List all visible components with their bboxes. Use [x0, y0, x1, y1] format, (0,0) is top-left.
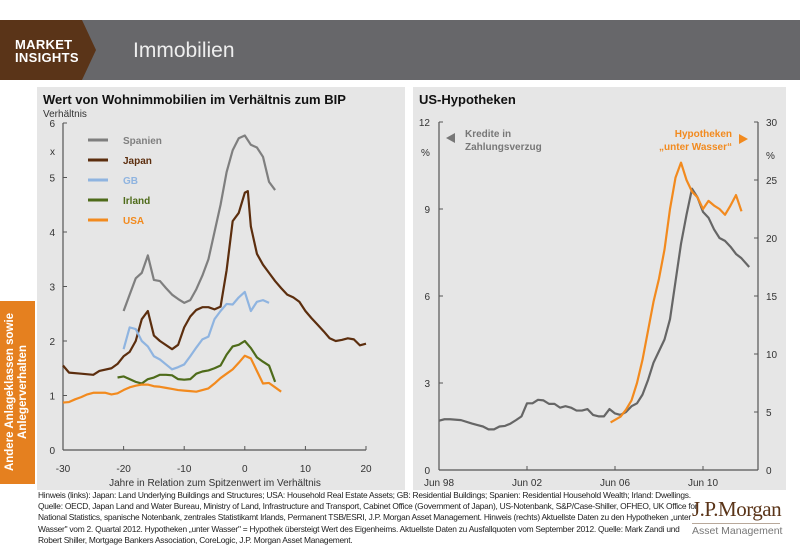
left-y-tick-label: 6 — [49, 119, 55, 130]
left-x-tick-label: -30 — [56, 464, 71, 475]
left-x-axis-label: Jahre in Relation zum Spitzenwert im Ver… — [109, 478, 321, 489]
footnote: Hinweis (links): Japan: Land Underlying … — [38, 490, 698, 545]
jpmorgan-logo-subtitle: Asset Management — [692, 525, 783, 537]
annotation-delinquency-2: Zahlungsverzug — [465, 142, 542, 153]
right-chart-right-y-tick-label: 25 — [766, 176, 778, 187]
left-y-tick-label: 1 — [49, 392, 55, 403]
series-line-delinquency — [438, 187, 751, 431]
left-y-tick-label: 5 — [49, 174, 55, 185]
series-line-spanien — [122, 134, 276, 312]
series-line-japan — [62, 190, 367, 376]
market-insights-badge — [0, 20, 82, 80]
section-tab[interactable] — [0, 301, 35, 484]
left-x-tick-label: 10 — [300, 464, 312, 475]
annotation-delinquency-1: Kredite in — [465, 129, 511, 140]
right-arrow-icon — [739, 134, 748, 144]
right-chart-left-y-tick-label: 6 — [424, 292, 430, 303]
right-chart-left-y-tick-label: 12 — [419, 118, 431, 129]
left-y-tick-label: 3 — [49, 283, 55, 294]
left-y-tick-label: 2 — [49, 337, 55, 348]
left-x-tick-label: -10 — [177, 464, 192, 475]
left-x-tick-label: -20 — [116, 464, 131, 475]
left-y-axis-label: Verhältnis — [43, 109, 87, 120]
right-chart-right-y-tick-label: 10 — [766, 350, 778, 361]
brand-line2: INSIGHTS — [15, 50, 79, 65]
right-chart-right-y-tick-label: 15 — [766, 292, 778, 303]
right-chart-x-tick-label: Jun 98 — [424, 478, 454, 489]
left-x-tick-label: 0 — [242, 464, 248, 475]
right-chart-right-y-tick-label: 0 — [766, 466, 772, 477]
brand-line1: MARKET — [15, 37, 73, 52]
legend-label-japan: Japan — [123, 156, 152, 167]
right-chart-title: US-Hypotheken — [419, 92, 516, 107]
legend-label-irland: Irland — [123, 196, 150, 207]
logo-divider — [692, 523, 780, 524]
right-chart-left-y-tick-label: 0 — [424, 466, 430, 477]
annotation-underwater-1: Hypotheken — [675, 129, 732, 140]
page-title: Immobilien — [133, 39, 235, 62]
legend-label-gb: GB — [123, 176, 138, 187]
left-y-tick-label: 0 — [49, 446, 55, 457]
series-line-gb — [122, 290, 270, 371]
right-chart-panel — [413, 87, 786, 490]
annotation-underwater-2: „unter Wasser“ — [659, 142, 732, 153]
right-chart-right-y-tick-label: 20 — [766, 234, 778, 245]
right-chart-right-y-tick-label: 5 — [766, 408, 772, 419]
right-chart-left-y-tick-label: 9 — [424, 205, 430, 216]
header-bar — [0, 20, 800, 80]
legend-label-spanien: Spanien — [123, 136, 162, 147]
right-chart-right-y-tick-label: 30 — [766, 118, 778, 129]
badge-arrow — [82, 20, 96, 80]
left-chart-panel — [37, 87, 405, 490]
brand-text: MARKET INSIGHTS — [15, 38, 79, 64]
left-arrow-icon — [446, 133, 455, 143]
right-right-y-unit: % — [766, 151, 775, 162]
legend-label-usa: USA — [123, 216, 144, 227]
right-left-y-unit: % — [421, 148, 430, 159]
series-line-underwater — [610, 161, 743, 424]
series-line-usa — [62, 354, 282, 404]
left-y-unit: x — [50, 147, 55, 158]
right-chart-x-tick-label: Jun 02 — [512, 478, 542, 489]
left-chart-title: Wert von Wohnimmobilien im Verhältnis zu… — [43, 92, 346, 107]
right-chart-x-tick-label: Jun 10 — [688, 478, 718, 489]
jpmorgan-logo: J.P.Morgan — [692, 497, 782, 521]
left-y-tick-label: 4 — [49, 228, 55, 239]
right-chart-left-y-tick-label: 3 — [424, 379, 430, 390]
series-line-irland — [117, 339, 277, 385]
left-x-tick-label: 20 — [360, 464, 372, 475]
right-chart-x-tick-label: Jun 06 — [600, 478, 630, 489]
